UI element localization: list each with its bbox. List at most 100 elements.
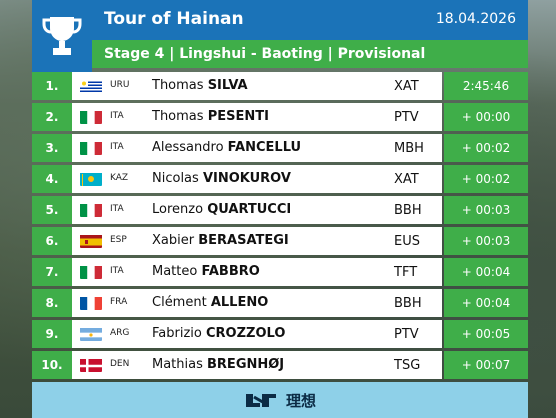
position-cell: 4. [32, 165, 72, 193]
position-cell: 8. [32, 289, 72, 317]
team-code: BBH [394, 203, 422, 218]
result-row: 3. ITA Alessandro FANCELLU MBH + 00:02 [32, 134, 528, 162]
rider-first-name: Thomas [152, 78, 204, 93]
rider-name: Clément ALLENO [152, 295, 268, 310]
time-cell: + 00:03 [444, 196, 528, 224]
rider-name: Matteo FABBRO [152, 264, 260, 279]
team-code: XAT [394, 79, 419, 94]
result-row: 2. ITA Thomas PESENTI PTV + 00:00 [32, 103, 528, 131]
time-cell: 2:45:46 [444, 72, 528, 100]
time-cell: + 00:07 [444, 351, 528, 379]
result-row: 5. ITA Lorenzo QUARTUCCI BBH + 00:03 [32, 196, 528, 224]
country-code: ESP [110, 235, 127, 245]
position-cell: 10. [32, 351, 72, 379]
rider-first-name: Alessandro [152, 140, 224, 155]
results-board: Tour of Hainan 18.04.2026 Stage 4 | Ling… [32, 0, 528, 418]
rider-name: Thomas SILVA [152, 78, 248, 93]
italy-flag-icon [80, 141, 102, 155]
rider-name: Thomas PESENTI [152, 109, 269, 124]
rider-last-name: QUARTUCCI [207, 202, 292, 217]
sponsor-footer: 理想 [32, 382, 528, 418]
rider-name: Alessandro FANCELLU [152, 140, 301, 155]
rider-first-name: Lorenzo [152, 202, 204, 217]
country-code: ITA [110, 111, 124, 121]
team-code: EUS [394, 234, 420, 249]
rider-cell: KAZ Nicolas VINOKUROV XAT [72, 165, 442, 193]
position-cell: 7. [32, 258, 72, 286]
sponsor-name: 理想 [285, 391, 316, 410]
rider-last-name: PESENTI [207, 109, 269, 124]
position-cell: 3. [32, 134, 72, 162]
result-row: 6. ESP Xabier BERASATEGI EUS + 00:03 [32, 227, 528, 255]
rider-name: Xabier BERASATEGI [152, 233, 289, 248]
time-cell: + 00:03 [444, 227, 528, 255]
rider-cell: ITA Matteo FABBRO TFT [72, 258, 442, 286]
rider-name: Mathias BREGNHØJ [152, 357, 284, 372]
team-code: TSG [394, 358, 421, 373]
rider-name: Fabrizio CROZZOLO [152, 326, 285, 341]
time-cell: + 00:02 [444, 165, 528, 193]
rider-first-name: Clément [152, 295, 207, 310]
kazakhstan-flag-icon [80, 172, 102, 186]
race-title: Tour of Hainan [104, 9, 244, 29]
team-code: XAT [394, 172, 419, 187]
result-row: 9. ARG Fabrizio CROZZOLO PTV + 00:05 [32, 320, 528, 348]
country-code: KAZ [110, 173, 129, 183]
spain-flag-icon [80, 234, 102, 248]
rider-cell: FRA Clément ALLENO BBH [72, 289, 442, 317]
country-code: ITA [110, 266, 124, 276]
rider-first-name: Mathias [152, 357, 203, 372]
race-date: 18.04.2026 [435, 11, 516, 27]
rider-first-name: Fabrizio [152, 326, 202, 341]
result-row: 7. ITA Matteo FABBRO TFT + 00:04 [32, 258, 528, 286]
country-code: ITA [110, 204, 124, 214]
trophy-icon [42, 17, 82, 55]
time-cell: + 00:04 [444, 289, 528, 317]
position-cell: 1. [32, 72, 72, 100]
france-flag-icon [80, 296, 102, 310]
rider-cell: ITA Lorenzo QUARTUCCI BBH [72, 196, 442, 224]
rider-first-name: Thomas [152, 109, 204, 124]
rider-last-name: FANCELLU [227, 140, 302, 155]
rider-last-name: VINOKUROV [202, 171, 291, 186]
rider-first-name: Nicolas [152, 171, 199, 186]
team-code: MBH [394, 141, 424, 156]
rider-first-name: Xabier [152, 233, 195, 248]
result-row: 4. KAZ Nicolas VINOKUROV XAT + 00:02 [32, 165, 528, 193]
italy-flag-icon [80, 203, 102, 217]
rider-last-name: SILVA [207, 78, 248, 93]
argentina-flag-icon [80, 327, 102, 341]
rider-last-name: BERASATEGI [198, 233, 289, 248]
italy-flag-icon [80, 110, 102, 124]
rider-cell: ITA Thomas PESENTI PTV [72, 103, 442, 131]
trophy-badge [32, 0, 92, 72]
rider-name: Nicolas VINOKUROV [152, 171, 291, 186]
country-code: ARG [110, 328, 130, 338]
country-code: ITA [110, 142, 124, 152]
rider-last-name: ALLENO [210, 295, 269, 310]
rider-last-name: BREGNHØJ [207, 357, 285, 372]
uruguay-flag-icon [80, 79, 102, 93]
rider-cell: DEN Mathias BREGNHØJ TSG [72, 351, 442, 379]
time-cell: + 00:00 [444, 103, 528, 131]
result-row: 10. DEN Mathias BREGNHØJ TSG + 00:07 [32, 351, 528, 379]
rider-last-name: CROZZOLO [206, 326, 286, 341]
team-code: BBH [394, 296, 422, 311]
result-row: 8. FRA Clément ALLENO BBH + 00:04 [32, 289, 528, 317]
header-bar: Tour of Hainan 18.04.2026 [32, 0, 528, 40]
time-cell: + 00:05 [444, 320, 528, 348]
rider-name: Lorenzo QUARTUCCI [152, 202, 291, 217]
italy-flag-icon [80, 265, 102, 279]
li-auto-logo-icon [245, 394, 276, 407]
rider-cell: ITA Alessandro FANCELLU MBH [72, 134, 442, 162]
rider-cell: ARG Fabrizio CROZZOLO PTV [72, 320, 442, 348]
position-cell: 9. [32, 320, 72, 348]
result-row: 1. URU Thomas SILVA XAT 2:45:46 [32, 72, 528, 100]
time-cell: + 00:04 [444, 258, 528, 286]
denmark-flag-icon [80, 358, 102, 372]
country-code: FRA [110, 297, 128, 307]
rider-cell: URU Thomas SILVA XAT [72, 72, 442, 100]
team-code: TFT [394, 265, 418, 280]
rider-cell: ESP Xabier BERASATEGI EUS [72, 227, 442, 255]
stage-info-bar: Stage 4 | Lingshui - Baoting | Provision… [92, 40, 528, 68]
